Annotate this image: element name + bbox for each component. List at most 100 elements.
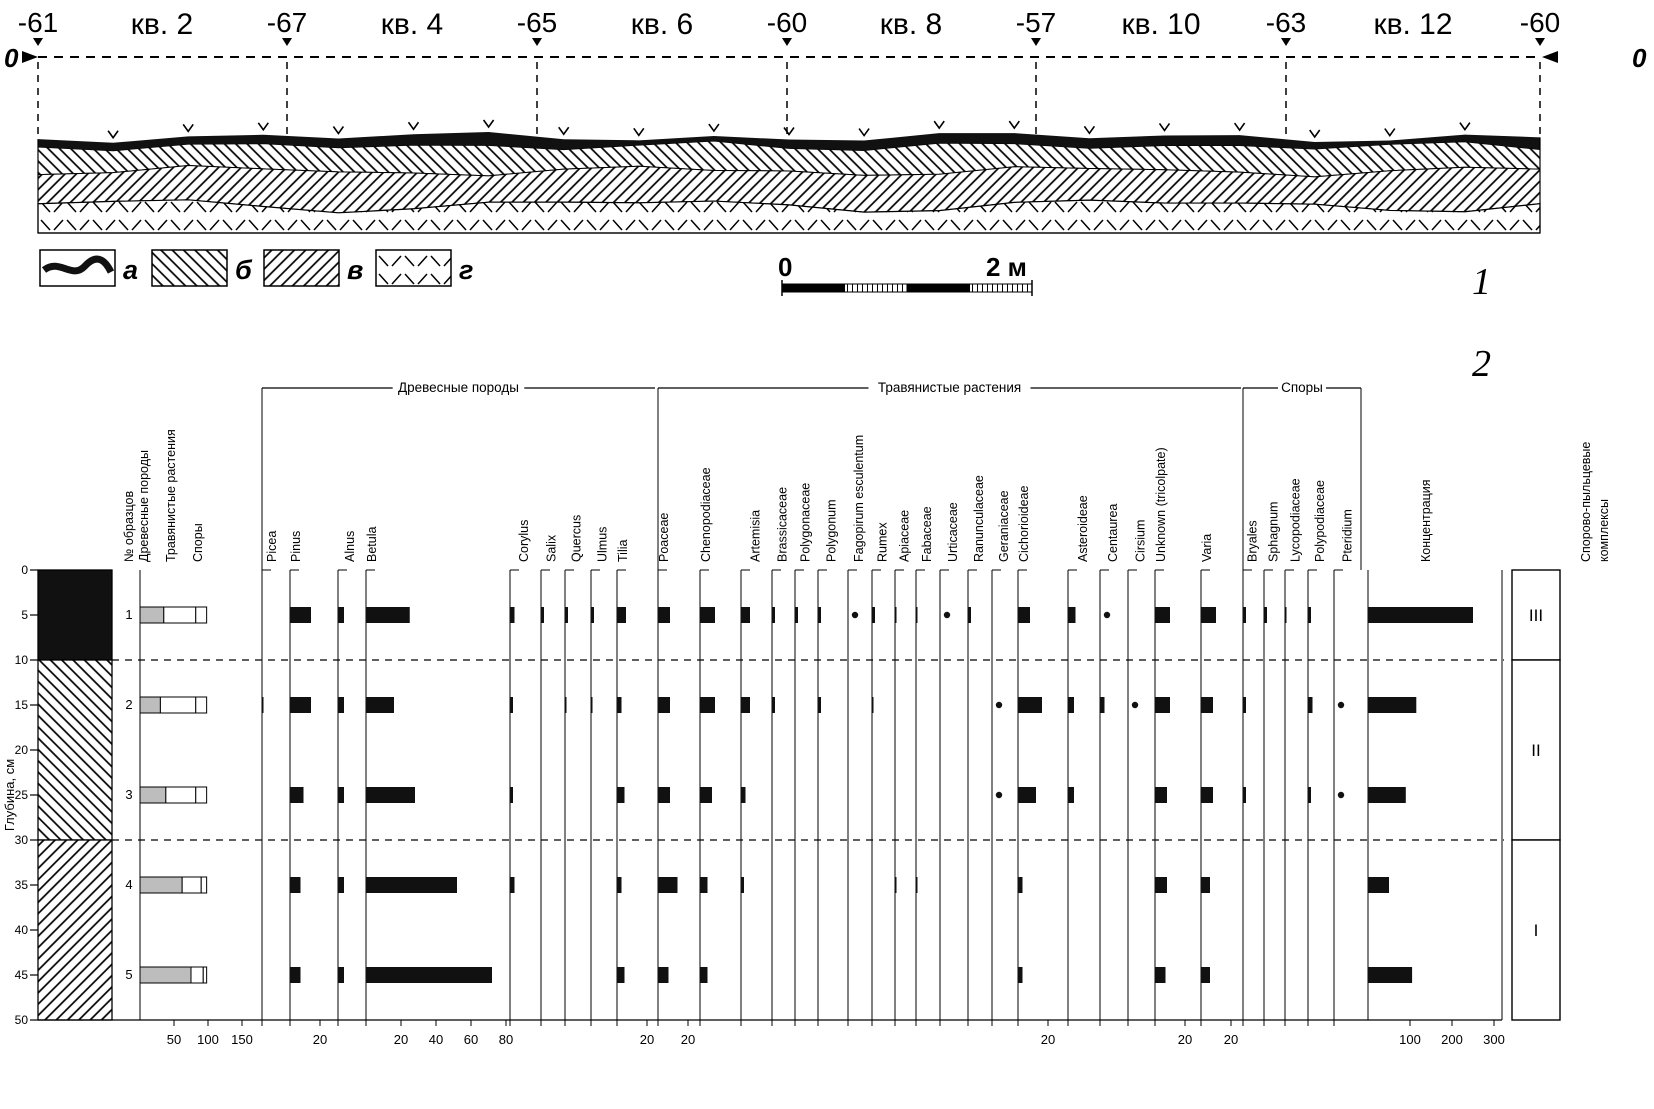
summary-bar-segment	[181, 876, 202, 894]
pollen-bar	[1155, 967, 1166, 983]
zone-label: II	[1531, 741, 1540, 760]
taxon-label: Cichorioideae	[1017, 486, 1031, 562]
axis-tick-label: 50	[167, 1032, 181, 1047]
pollen-bar	[872, 607, 875, 623]
pollen-bar	[1201, 787, 1213, 803]
pollen-bar	[658, 607, 670, 623]
surface-mark	[633, 127, 645, 137]
summary-bar-segment	[195, 696, 208, 714]
pollen-bar	[772, 607, 775, 623]
summary-bar-segment	[139, 966, 192, 984]
concentration-bar	[1368, 787, 1406, 803]
concentration-bar	[1368, 607, 1473, 623]
taxon-label: Fagopirum esculentum	[852, 435, 866, 562]
pollen-bar	[700, 787, 712, 803]
pollen-dot	[1337, 701, 1345, 709]
pollen-bar	[916, 877, 918, 893]
quarter-label: кв. 4	[381, 8, 443, 41]
pollen-bar	[1018, 607, 1030, 623]
profile-panel: -61 -67 -65 -60 -57 -63 -60 кв. 2 кв. 4 кв. 6 кв. …	[4, 7, 1647, 296]
summary-bar-segment	[200, 876, 208, 894]
pollen-bar	[290, 877, 301, 893]
axis-tick-label: 20	[1178, 1032, 1192, 1047]
pollen-bar	[290, 607, 311, 623]
depth-tick-label: 25	[15, 788, 29, 802]
pollen-bar	[366, 877, 457, 893]
surface-mark	[1158, 122, 1171, 132]
taxon-label: Picea	[265, 531, 279, 562]
datum-arrow-right	[1542, 51, 1558, 63]
pollen-bar	[1264, 607, 1267, 623]
pollen-bar	[772, 697, 775, 713]
layer-g	[37, 199, 1541, 234]
taxon-label: Brassicaceae	[776, 487, 790, 562]
concentration-label: Концентрация	[1419, 479, 1433, 562]
pollen-bar	[700, 967, 708, 983]
pollen-bar	[658, 697, 670, 713]
pollen-bar	[366, 607, 410, 623]
datum-zero-right: 0	[1632, 43, 1647, 73]
summary-bar-segment	[195, 786, 208, 804]
group-header-bg	[392, 378, 525, 394]
summary-bar-segment	[202, 966, 208, 984]
surface-mark	[1459, 122, 1471, 131]
depth-axis-label: Глубина, см	[2, 759, 17, 831]
taxon-label: Tilia	[616, 539, 630, 562]
pollen-bar	[1100, 697, 1105, 713]
pollen-bar	[510, 787, 513, 803]
panel-number-profile: 1	[1472, 261, 1491, 303]
taxon-label: Varia	[1200, 534, 1214, 562]
group-header-bg	[868, 378, 1031, 394]
depth-tick-label: 30	[15, 833, 29, 847]
pollen-bar	[1068, 697, 1074, 713]
summary-header: Споры	[191, 523, 205, 562]
taxon-label: Chenopodiaceae	[699, 467, 713, 562]
elevation-label: -60	[1520, 7, 1560, 38]
datum-zero-left: 0	[4, 43, 19, 73]
surface-mark	[182, 123, 194, 133]
pollen-bar	[1155, 607, 1170, 623]
surface-mark	[1384, 128, 1396, 137]
pollen-bar	[741, 607, 750, 623]
pollen-bar	[1285, 607, 1287, 623]
surface-mark	[1233, 122, 1246, 132]
pollen-bar	[700, 697, 715, 713]
taxon-label: Poaceae	[657, 513, 671, 562]
pollen-bar	[617, 877, 622, 893]
pollen-bar	[366, 697, 394, 713]
surface-mark	[332, 126, 345, 135]
pollen-bar	[818, 697, 821, 713]
taxon-label: Polygonum	[825, 499, 839, 562]
taxon-label: Urticaceae	[946, 502, 960, 562]
scale-bar-segment	[781, 283, 845, 293]
pollen-bar	[968, 607, 971, 623]
layer-a-topsoil	[38, 132, 1540, 151]
zone-cell	[1511, 569, 1561, 661]
pollen-bar	[338, 877, 344, 893]
pollen-bar	[591, 697, 593, 713]
axis-tick-label: 60	[464, 1032, 478, 1047]
legend-swatch-4	[375, 249, 452, 287]
lithology-hatch-forward	[37, 839, 113, 1021]
summary-bar-segment	[139, 876, 183, 894]
pollen-bar	[700, 607, 715, 623]
pollen-bar	[872, 697, 874, 713]
summary-bar-segment	[190, 966, 204, 984]
quarter-label: кв. 10	[1121, 8, 1200, 41]
group-header: Древесные породы	[398, 380, 519, 395]
pollen-bar	[510, 607, 515, 623]
surface-mark	[257, 122, 269, 132]
summary-bar-segment	[159, 696, 197, 714]
pollen-bar	[1201, 967, 1210, 983]
pollen-bar	[338, 607, 344, 623]
pollen-dot	[1337, 791, 1345, 799]
taxon-label: Centaurea	[1106, 504, 1120, 562]
taxon-label: Ranunculaceae	[972, 475, 986, 562]
sample-number: 5	[125, 967, 132, 982]
pollen-dot	[995, 791, 1003, 799]
surface-mark	[1309, 129, 1321, 139]
surface-mark	[858, 128, 870, 137]
pollen-bar	[366, 967, 492, 983]
legend-key: а	[123, 255, 138, 285]
